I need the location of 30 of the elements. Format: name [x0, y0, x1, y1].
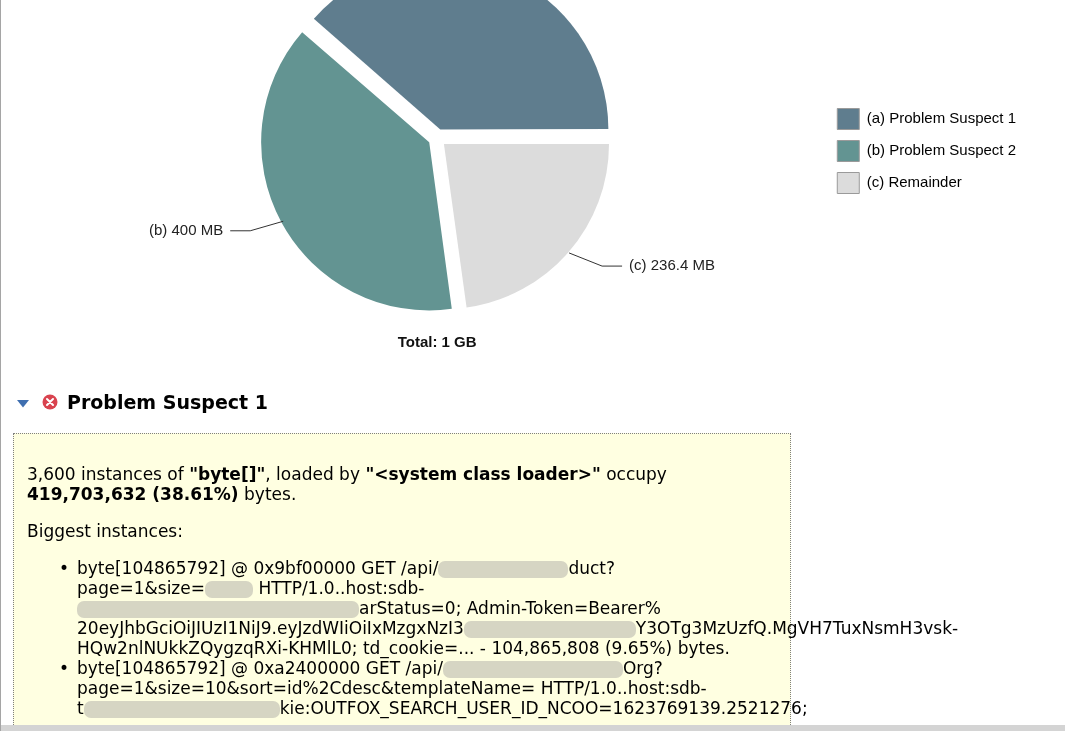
text: t — [77, 698, 84, 718]
text: 419,703,632 (38.61%) — [27, 484, 239, 504]
text: byte[104865792] @ 0xa2400000 GET /api/ — [77, 658, 443, 678]
text: HQw2nlNUkkZQygzqRXi-KHMlL0; td_cookie=... - 104,865,808 (9.65%) bytes. — [77, 638, 730, 658]
legend-label: (a) Problem Suspect 1 — [866, 109, 1016, 127]
text: arStatus=0; Admin-Token=Bearer% — [359, 598, 661, 618]
text: • — [59, 658, 70, 678]
legend-label: (c) Remainder — [866, 173, 962, 191]
text: occupy — [605, 464, 667, 484]
text: bytes. — [243, 484, 297, 504]
text: 3,600 instances of — [27, 464, 185, 484]
data-label: (b) 400 MB — [149, 220, 224, 238]
data-label: (c) 236.4 MB — [629, 256, 715, 274]
text: duct? — [568, 558, 616, 578]
text: Org? — [622, 658, 663, 678]
text: Total: 1 GB — [397, 333, 477, 351]
text: page=1&size= — [77, 578, 205, 598]
text: Biggest instances: — [27, 521, 183, 541]
text: page=1&size=10&sort=id%2Cdesc&templateName= HTTP/1.0..host:sdb- — [77, 678, 707, 698]
text: "byte[]" — [189, 464, 266, 484]
text: Problem Suspect 1 — [67, 390, 268, 414]
legend-label: (b) Problem Suspect 2 — [866, 141, 1016, 159]
text: • — [59, 558, 70, 578]
text: byte[104865792] @ 0x9bf00000 GET /api/ — [77, 558, 439, 578]
text: kie:OUTFOX_SEARCH_USER_ID_NCOO=1623769139.2521276; — [279, 698, 808, 718]
text: 20eyJhbGciOiJIUzI1NiJ9.eyJzdWIiOiIxMzgxNzI3 — [77, 618, 464, 638]
text: HTTP/1.0..host:sdb- — [257, 578, 425, 598]
text: Y3OTg3MzUzfQ.MgVH7TuxNsmH3vsk- — [635, 618, 959, 638]
text: "<system class loader>" — [365, 464, 601, 484]
text: , loaded by — [265, 464, 361, 484]
